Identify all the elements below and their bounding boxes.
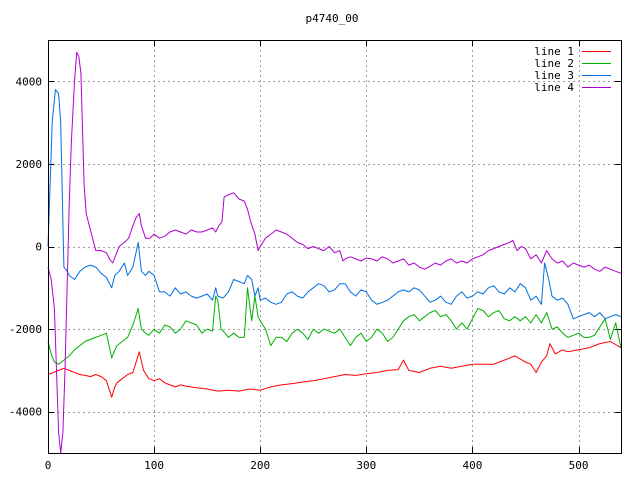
x-tick-label: 100 — [144, 459, 164, 472]
x-tick-label: 200 — [250, 459, 270, 472]
x-tick-label: 400 — [463, 459, 483, 472]
axis-ticks: 0 100 200 300 400 500 -4000 -2000 0 2000 4000 — [9, 40, 621, 472]
x-tick-label: 0 — [45, 459, 52, 472]
legend-label-3: line 3 — [534, 69, 574, 82]
x-tick-label: 500 — [569, 459, 589, 472]
series-line-2 — [47, 287, 622, 365]
y-tick-label: -2000 — [9, 323, 42, 336]
y-tick-label: -4000 — [9, 406, 42, 419]
legend-label-4: line 4 — [534, 81, 574, 94]
plot-frame — [48, 40, 622, 454]
x-tick-label: 300 — [356, 459, 376, 472]
legend-label-1: line 1 — [534, 45, 574, 58]
series-lines — [47, 51, 622, 454]
series-line-4 — [47, 51, 622, 454]
y-tick-label: 2000 — [16, 158, 43, 171]
y-tick-label: 4000 — [16, 75, 43, 88]
series-line-1 — [47, 341, 622, 398]
legend-label-2: line 2 — [534, 57, 574, 70]
grid — [48, 40, 621, 453]
chart-title: p4740_00 — [306, 12, 359, 25]
y-tick-label: 0 — [35, 241, 42, 254]
series-line-3 — [47, 89, 622, 320]
